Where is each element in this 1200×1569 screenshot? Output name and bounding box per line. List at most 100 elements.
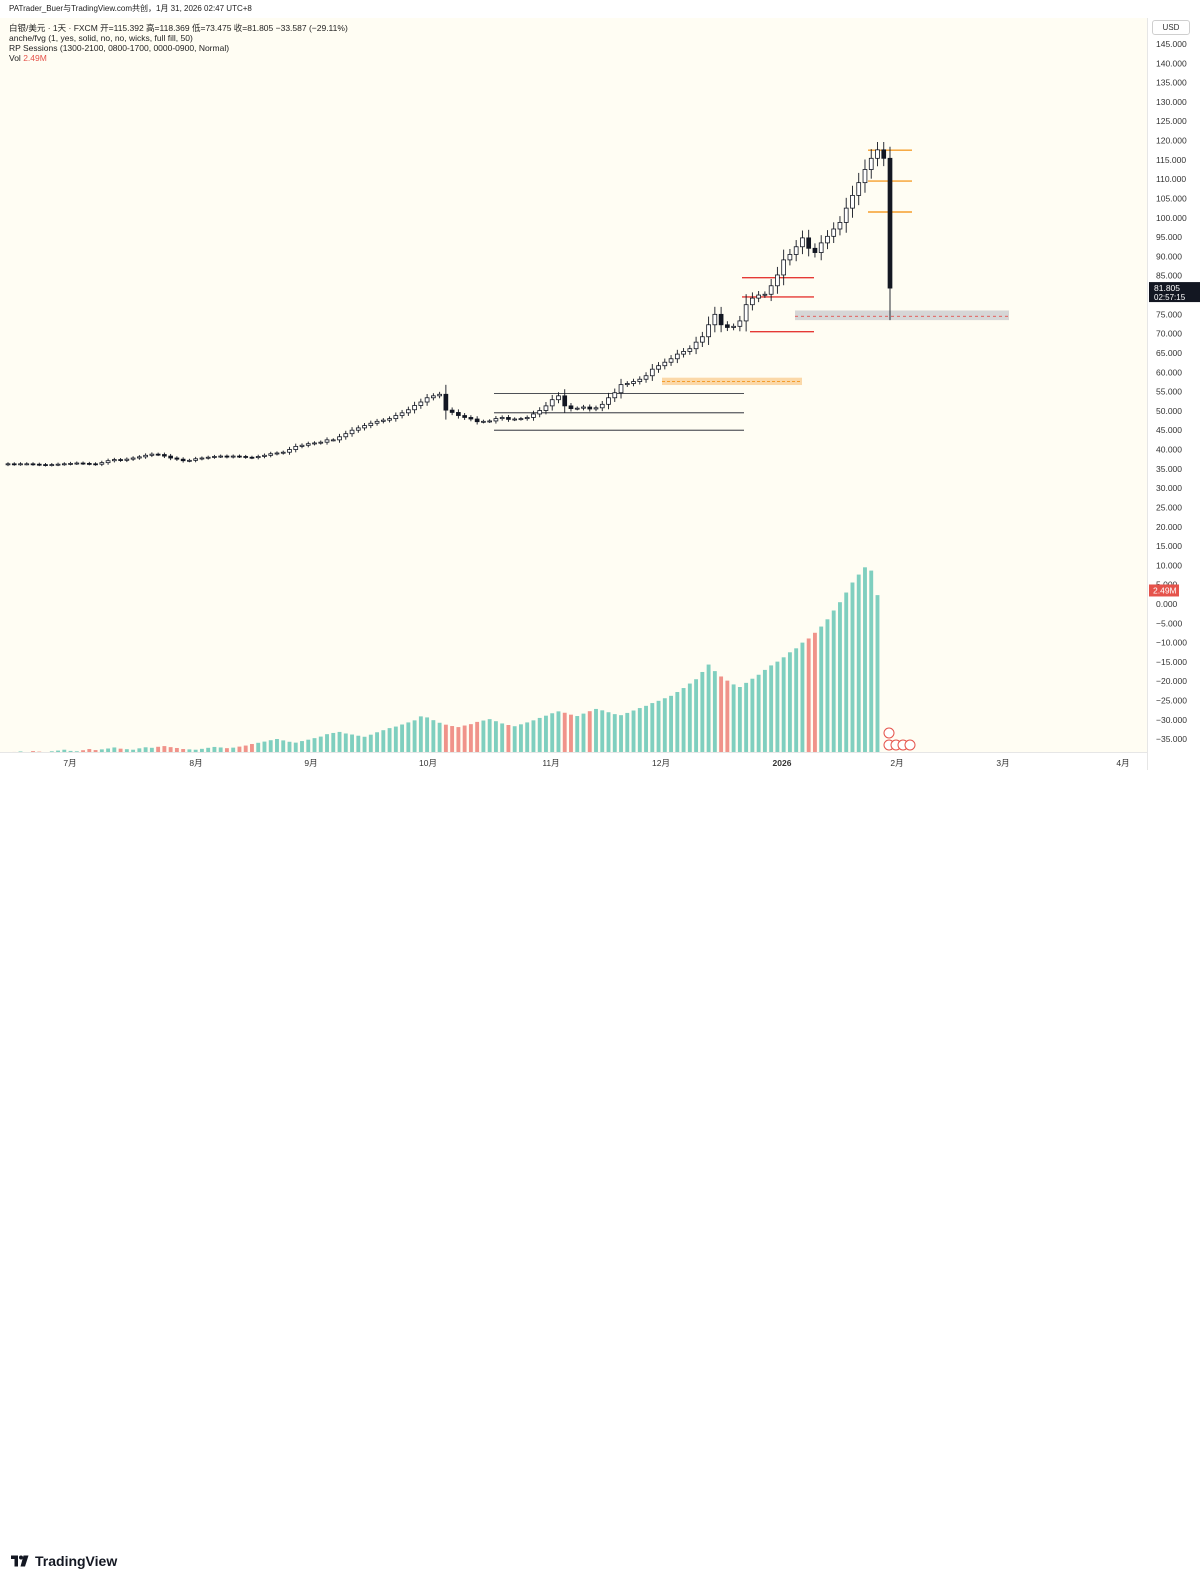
candle-body	[187, 459, 192, 462]
last-volume-label: 2.49M	[1153, 585, 1177, 595]
volume-bar	[368, 734, 373, 758]
snapshot-title: PATrader_Buer与TradingView.com共创，1月 31, 2…	[9, 4, 252, 13]
price-tick-label: 45.000	[1156, 425, 1182, 435]
candle-body	[337, 436, 342, 441]
volume-bar	[863, 567, 867, 758]
candle-body	[862, 169, 868, 184]
candle-body	[806, 237, 812, 249]
volume-bar	[812, 632, 817, 758]
time-tick-label: 12月	[652, 758, 670, 768]
time-tick-label: 9月	[304, 758, 317, 768]
volume-bar	[819, 626, 824, 758]
volume-bar	[631, 710, 636, 758]
candle-body	[380, 419, 386, 422]
volume-bar	[350, 734, 354, 758]
time-axis-scale: 7月 8月 9月 10月 11月 12月 2026 2月 3月 4月	[63, 758, 1129, 768]
candle-body	[174, 457, 180, 460]
volume-bar	[869, 570, 874, 758]
candle-body	[262, 454, 267, 457]
candle-body	[737, 320, 743, 327]
volume-bar	[856, 574, 861, 758]
volume-bar	[756, 674, 761, 758]
candle-body	[80, 462, 86, 465]
price-axis[interactable]: 145.000 140.000 135.000 130.000 125.000 120.0…	[1147, 18, 1200, 770]
candle-body	[706, 324, 711, 338]
volume-bar	[875, 595, 880, 758]
candle-body	[93, 463, 98, 466]
candle-body	[812, 247, 818, 253]
price-tick-label: 10.000	[1156, 560, 1182, 570]
candle-body	[368, 422, 374, 426]
candle-body	[406, 409, 411, 414]
candle-body	[593, 407, 599, 410]
candle-body	[355, 427, 361, 431]
volume-bar	[331, 732, 336, 758]
volume-bar	[300, 741, 304, 758]
volume-bar	[412, 720, 417, 758]
candle-body	[881, 149, 887, 159]
price-tick-label: 50.000	[1156, 406, 1182, 416]
volume-bar	[800, 642, 805, 758]
candle-body	[656, 365, 661, 370]
candle-body	[74, 462, 80, 465]
price-tick-label: 55.000	[1156, 387, 1182, 397]
candle-body	[418, 401, 424, 406]
price-tick-label: 125.000	[1156, 116, 1187, 126]
price-tick-label: 35.000	[1156, 464, 1182, 474]
volume-bar	[362, 736, 367, 758]
price-tick-label: 70.000	[1156, 329, 1182, 339]
candle-body	[825, 235, 830, 244]
candle-body	[837, 222, 843, 230]
candle-body	[487, 420, 492, 423]
candle-body	[850, 194, 855, 209]
volume-bar	[512, 726, 517, 758]
top-bar: PATrader_Buer与TradingView.com共创，1月 31, 2…	[0, 0, 1200, 18]
candle-body	[112, 459, 117, 462]
candle-body	[11, 463, 17, 466]
volume-bar	[343, 733, 348, 758]
candle-body	[43, 464, 48, 466]
candle-body	[468, 417, 474, 420]
candle-body	[637, 378, 643, 382]
candle-body	[462, 415, 467, 418]
price-tick-label: 75.000	[1156, 309, 1182, 319]
volume-bar	[725, 680, 730, 758]
candle-body	[349, 429, 355, 435]
volume-bar	[281, 740, 286, 758]
candle-body	[649, 368, 655, 377]
chart-area[interactable]	[0, 18, 1147, 770]
volume-bar	[437, 722, 442, 758]
tradingview-logo-text: TradingView	[35, 1553, 118, 1569]
candle-body	[543, 405, 549, 411]
price-tick-label: 0.000	[1156, 599, 1178, 609]
time-tick-label: 3月	[996, 758, 1009, 768]
volume-indicator-line[interactable]: Vol 2.49M	[9, 53, 47, 63]
candle-body	[481, 420, 486, 423]
candle-body	[718, 313, 724, 326]
volume-bar	[393, 726, 398, 758]
fvg-indicator-line[interactable]: anche/fvg (1, yes, solid, no, no, wicks,…	[9, 33, 193, 43]
volume-bar	[481, 720, 486, 758]
candle-body	[362, 425, 367, 429]
candle-body	[299, 444, 305, 447]
volume-bar	[356, 735, 361, 758]
rp-sessions-indicator-line[interactable]: RP Sessions (1300-2100, 0800-1700, 0000-…	[9, 43, 230, 53]
time-tick-label: 7月	[63, 758, 76, 768]
price-chart[interactable]	[0, 18, 1147, 770]
volume-bar	[318, 736, 323, 758]
volume-bar	[468, 724, 473, 758]
time-axis[interactable]: 7月 8月 9月 10月 11月 12月 2026 2月 3月 4月	[0, 752, 1147, 771]
currency-button[interactable]: USD	[1152, 20, 1190, 35]
tradingview-logo[interactable]: TradingView	[10, 1553, 117, 1569]
price-tick-label: 135.000	[1156, 78, 1187, 88]
price-tick-label: 115.000	[1156, 155, 1186, 165]
volume-bar	[781, 657, 786, 758]
candle-body	[180, 458, 186, 462]
candle-body	[512, 418, 518, 421]
volume-bar	[806, 638, 811, 758]
volume-bar	[431, 720, 436, 758]
volume-bar	[787, 652, 792, 758]
candle-body	[431, 395, 436, 399]
volume-bar	[575, 716, 580, 758]
price-tick-label: 65.000	[1156, 348, 1182, 358]
